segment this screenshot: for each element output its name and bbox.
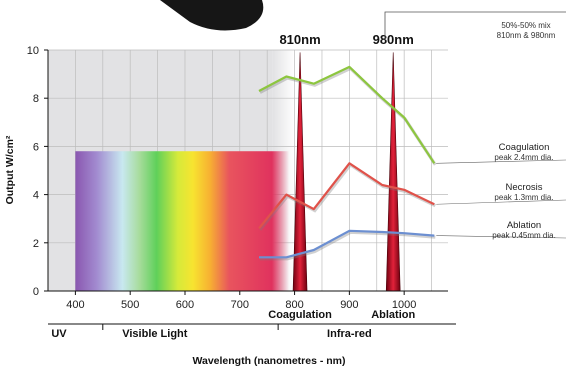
series-shadow-ablation — [260, 230, 436, 261]
y-tick-label: 8 — [33, 93, 39, 105]
annotation-note-necrosis: peak 1.3mm dia. — [494, 193, 553, 202]
annotation-leader — [436, 159, 566, 164]
region-label: Visible Light — [122, 328, 188, 340]
series-line-ablation — [259, 229, 435, 259]
x-tick-label: 600 — [176, 299, 194, 311]
y-tick-label: 2 — [33, 238, 39, 250]
mix-note-bracket — [384, 11, 566, 40]
annotation-title-coagulation: Coagulation — [499, 142, 550, 153]
y-tick-label: 6 — [33, 141, 39, 153]
series-line-coagulation — [258, 65, 436, 164]
x-tick-label: 700 — [231, 299, 249, 311]
x-tick-label: 1000 — [392, 299, 416, 311]
annotation-leader — [436, 199, 566, 205]
mix-note-line2: 810nm & 980nm — [497, 31, 556, 40]
tick-labels: 0 2 4 6 8 10 400 500 600 700 800 900 1000 — [27, 45, 417, 311]
annotation-title-necrosis: Necrosis — [506, 182, 543, 193]
x-tick-label: 800 — [285, 299, 303, 311]
annotation-title-ablation: Ablation — [507, 220, 541, 231]
y-tick-label: 4 — [33, 190, 39, 202]
annotation-note-ablation: peak 0.45mm dia. — [492, 231, 556, 240]
x-axis-title: Wavelength (nanometres - nm) — [192, 355, 345, 367]
region-label: UV — [51, 328, 67, 340]
annotation-note-coagulation: peak 2.4mm dia. — [494, 153, 553, 162]
x-tick-label: 900 — [340, 299, 358, 311]
spectrum-gradient — [75, 151, 290, 291]
peak-region-Coagulation: Coagulation — [268, 309, 332, 321]
y-tick-label: 10 — [27, 45, 39, 57]
x-tick-label: 400 — [66, 299, 84, 311]
x-tick-label: 500 — [121, 299, 139, 311]
axes — [47, 50, 448, 292]
visible-spectrum-band — [75, 151, 290, 291]
device-image — [160, 0, 264, 31]
peak-label-810nm: 810nm — [279, 32, 320, 47]
y-axis-title: Output W/cm² — [4, 135, 16, 204]
annotation-leader — [436, 235, 566, 239]
region-label: Infra-red — [327, 328, 372, 340]
plot-area-infrared — [294, 50, 448, 291]
peak-region-Ablation: Ablation — [371, 309, 415, 321]
series-line-necrosis — [258, 162, 435, 229]
spectrum-regions: UV Visible Light Infra-red — [48, 323, 456, 340]
y-tick-label: 0 — [33, 286, 39, 298]
mix-note-line1: 50%-50% mix — [501, 21, 550, 30]
peak-label-980nm: 980nm — [373, 32, 414, 47]
series-lines — [258, 65, 437, 261]
